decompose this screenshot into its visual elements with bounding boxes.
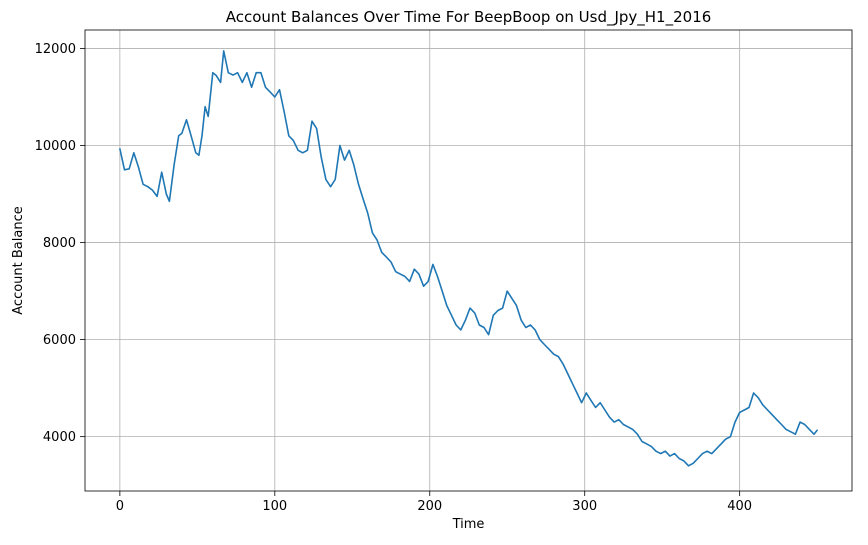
- x-tick-label: 200: [417, 499, 442, 514]
- y-axis-label: Account Balance: [11, 206, 26, 314]
- x-tick-label: 300: [572, 499, 597, 514]
- y-tick-label: 8000: [43, 236, 76, 251]
- axis-ticks: 0 100 200 300 400 4000 6000 8000 10000 12000: [35, 42, 752, 514]
- y-tick-label: 4000: [43, 430, 76, 445]
- x-tick-label: 100: [262, 499, 287, 514]
- series-layer: [119, 50, 818, 467]
- y-tick-label: 12000: [35, 42, 76, 57]
- x-axis-label: Time: [452, 517, 485, 532]
- chart-title: Account Balances Over Time For BeepBoop …: [226, 8, 712, 27]
- plot-frame: [84, 29, 853, 492]
- y-tick-label: 6000: [43, 333, 76, 348]
- x-tick-label: 0: [116, 499, 124, 514]
- x-tick-label: 400: [727, 499, 752, 514]
- y-tick-label: 10000: [35, 139, 76, 154]
- balance-series-line: [119, 50, 818, 467]
- grid-lines: [85, 30, 852, 491]
